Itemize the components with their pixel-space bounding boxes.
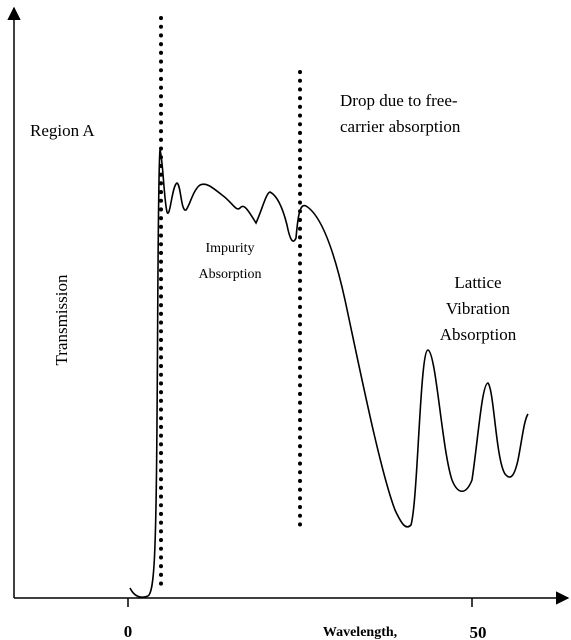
x-tick-label: 50 xyxy=(470,623,487,640)
annotation: Vibration xyxy=(446,299,511,318)
annotation: Impurity xyxy=(206,241,255,256)
annotation: Lattice xyxy=(454,273,501,292)
annotation: Absorption xyxy=(199,267,262,282)
annotation: Drop due to free- xyxy=(340,91,458,110)
x-axis-label: Wavelength, xyxy=(323,625,397,640)
annotation: Region A xyxy=(30,121,95,140)
y-axis-label: Transmission xyxy=(52,274,71,366)
x-tick-label: 0 xyxy=(124,622,133,640)
annotation: Absorption xyxy=(440,325,517,344)
annotation: carrier absorption xyxy=(340,117,461,136)
transmission-curve xyxy=(129,149,529,598)
